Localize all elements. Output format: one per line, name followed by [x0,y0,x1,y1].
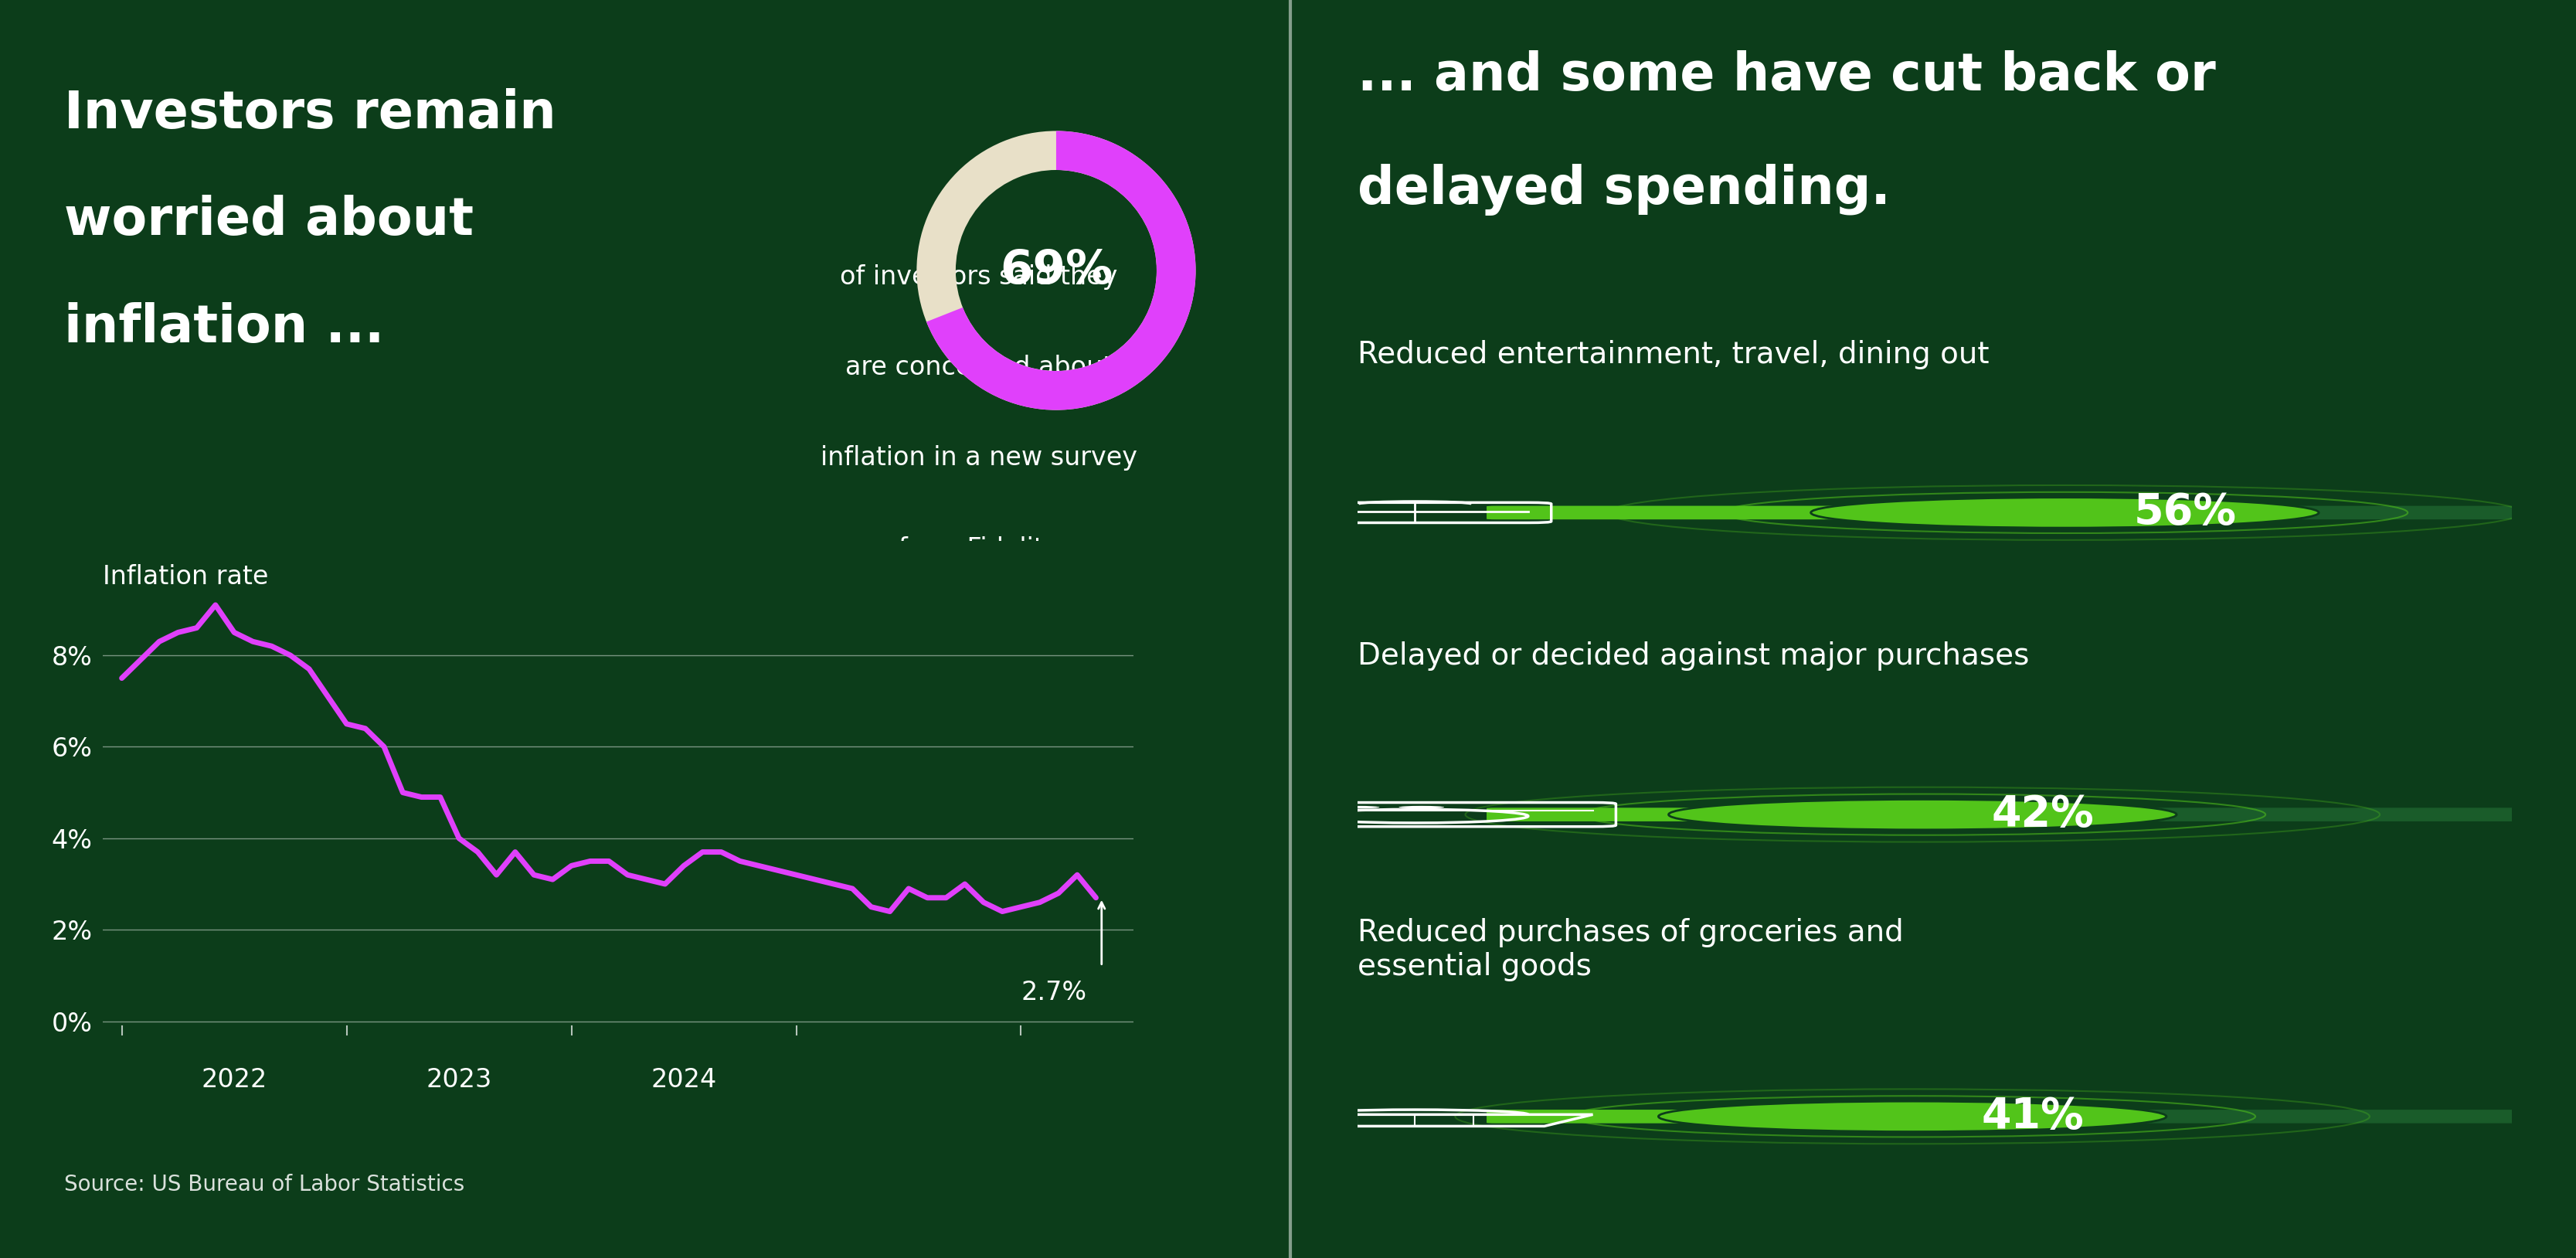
FancyBboxPatch shape [1486,506,2074,520]
Text: 2.7%: 2.7% [1020,980,1087,1005]
FancyBboxPatch shape [1486,506,2522,520]
Text: 2024: 2024 [652,1067,716,1092]
Text: Source: US Bureau of Labor Statistics: Source: US Bureau of Labor Statistics [64,1174,464,1195]
Circle shape [1811,497,2318,528]
Text: 69%: 69% [999,248,1113,293]
Text: are concerned about: are concerned about [845,355,1113,380]
Text: worried about: worried about [64,195,474,247]
Text: 56%: 56% [2133,492,2236,533]
Text: of investors said they: of investors said they [840,264,1118,289]
Text: Reduced purchases of groceries and
essential goods: Reduced purchases of groceries and essen… [1358,918,1904,981]
Text: inflation ...: inflation ... [64,302,384,353]
Text: Delayed or decided against major purchases: Delayed or decided against major purchas… [1358,642,2030,671]
Circle shape [1659,1101,2166,1132]
FancyBboxPatch shape [1486,808,2522,821]
Wedge shape [927,131,1195,410]
Text: 42%: 42% [1991,794,2094,835]
Text: delayed spending.: delayed spending. [1358,164,1891,215]
Text: inflation in a new survey: inflation in a new survey [822,445,1136,470]
Text: 41%: 41% [1981,1096,2084,1137]
Text: Investors remain: Investors remain [64,88,556,140]
FancyBboxPatch shape [1486,1110,1922,1123]
Text: ... and some have cut back or: ... and some have cut back or [1358,50,2215,102]
Circle shape [1399,806,1445,809]
FancyBboxPatch shape [1486,808,1932,821]
FancyBboxPatch shape [1486,1110,2522,1123]
Text: Reduced entertainment, travel, dining out: Reduced entertainment, travel, dining ou… [1358,340,1989,369]
Circle shape [1669,799,2177,830]
Text: 2023: 2023 [425,1067,492,1092]
Circle shape [1334,806,1381,809]
Text: from Fidelity: from Fidelity [899,536,1059,561]
Text: Inflation rate: Inflation rate [103,564,268,589]
Wedge shape [917,131,1195,410]
Text: 2022: 2022 [201,1067,268,1092]
